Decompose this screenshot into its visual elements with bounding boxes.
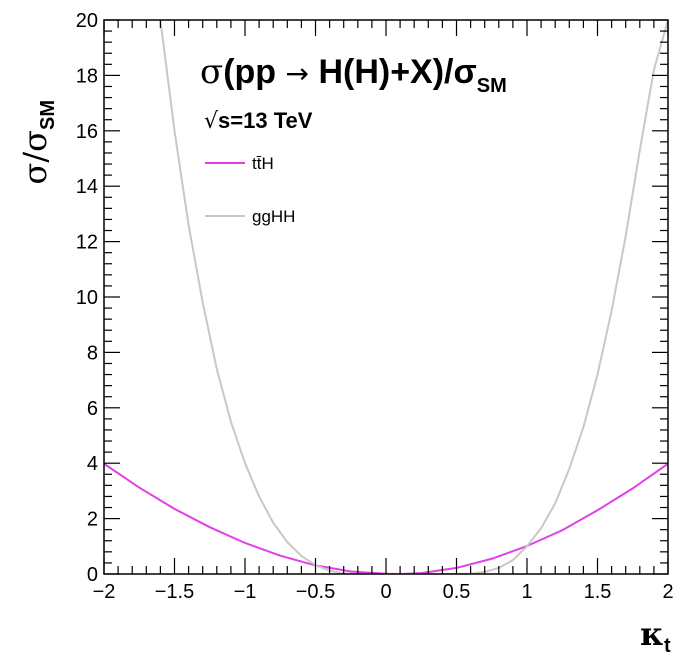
- y-tick-label: 16: [76, 121, 98, 143]
- energy-root: √: [204, 109, 219, 134]
- title-sub: SM: [477, 75, 507, 97]
- x-tick-label: 0.5: [443, 581, 471, 603]
- title-main: (pp: [223, 53, 285, 91]
- legend: tt̄H ggHH: [205, 154, 295, 226]
- y-tick-label: 0: [87, 564, 98, 586]
- title-tail: H(H)+X)/σ: [309, 53, 477, 91]
- y-tick-label: 4: [87, 453, 98, 475]
- plot-background: [104, 20, 668, 574]
- x-tick-label: 2: [662, 581, 673, 603]
- y-tick-label: 2: [87, 509, 98, 531]
- x-axis-label-main: κ: [640, 615, 664, 653]
- x-axis-label-sub: t: [664, 635, 671, 657]
- legend-label: tt̄H: [252, 154, 274, 173]
- chart-title: σ(pp → H(H)+X)/σSM: [200, 52, 507, 97]
- x-tick-label: −2: [93, 581, 116, 603]
- title-arrow: →: [286, 57, 309, 90]
- series-line-gghh: [159, 20, 668, 574]
- x-tick-label: 1.5: [584, 581, 612, 603]
- y-axis-label-sub: SM: [37, 100, 59, 130]
- x-tick-label: −0.5: [296, 581, 335, 603]
- y-tick-label: 10: [76, 287, 98, 309]
- energy-label: √s=13 TeV: [204, 108, 313, 134]
- x-tick-label: −1.5: [155, 581, 194, 603]
- legend-label: ggHH: [252, 207, 295, 226]
- energy-text: s=13 TeV: [218, 108, 313, 133]
- y-tick-label: 20: [76, 10, 98, 32]
- y-tick-label: 14: [76, 176, 98, 198]
- y-tick-label: 6: [87, 398, 98, 420]
- y-axis-label: σ/σSM: [16, 100, 59, 184]
- y-tick-label: 18: [76, 65, 98, 87]
- y-tick-label: 12: [76, 232, 98, 254]
- axis-ticks: [103, 19, 669, 575]
- x-tick-label: 0: [380, 581, 391, 603]
- y-tick-label: 8: [87, 342, 98, 364]
- x-tick-label: −1: [234, 581, 257, 603]
- x-axis-label: κt: [640, 615, 671, 657]
- plot-frame: [103, 19, 669, 575]
- title-sigma: σ: [200, 52, 223, 92]
- y-axis-label-main: σ/σ: [16, 130, 54, 184]
- x-tick-label: 1: [521, 581, 532, 603]
